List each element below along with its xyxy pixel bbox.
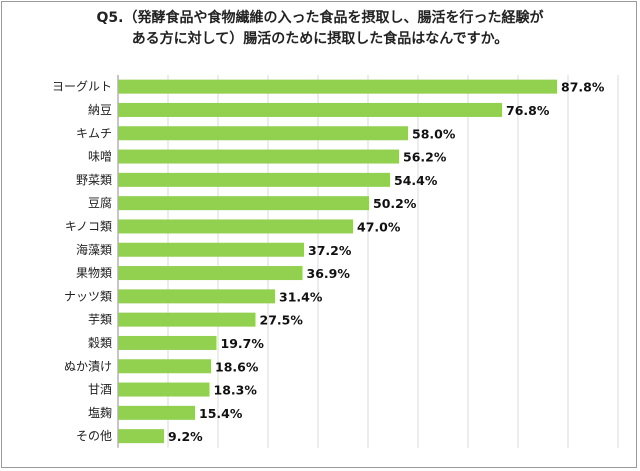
category-label-7: 海藻類 (76, 242, 112, 257)
bar-8 (118, 266, 303, 281)
category-label-2: キムチ (76, 126, 112, 140)
category-label-6: キノコ類 (65, 219, 112, 233)
bar-6 (118, 219, 353, 234)
bar-0 (118, 79, 557, 94)
bar-10 (118, 312, 256, 327)
chart-title-line-1: Q5.（発酵食品や食物繊維の入った食品を摂取し、腸活を行った経験が (96, 10, 544, 26)
category-label-4: 野菜類 (76, 173, 112, 187)
category-label-1: 納豆 (88, 103, 112, 117)
bar-7 (118, 242, 304, 257)
category-label-14: 塩麹 (88, 405, 112, 420)
category-label-12: ぬか漬け (64, 358, 112, 373)
bar-3 (118, 149, 399, 164)
chart-title: Q5.（発酵食品や食物繊維の入った食品を摂取し、腸活を行った経験が ある方に対し… (0, 8, 640, 50)
value-label-4: 54.4% (394, 173, 438, 188)
bar-15 (118, 429, 164, 444)
value-label-1: 76.8% (506, 103, 550, 118)
category-label-8: 果物類 (76, 266, 112, 280)
value-label-12: 18.6% (215, 359, 259, 374)
category-label-0: ヨーグルト (52, 80, 112, 94)
value-label-6: 47.0% (357, 219, 401, 234)
bar-14 (118, 405, 195, 420)
value-label-15: 9.2% (168, 429, 203, 444)
bar-2 (118, 126, 408, 141)
bars (118, 79, 557, 444)
bar-9 (118, 289, 275, 304)
category-labels: ヨーグルト納豆キムチ味噌野菜類豆腐キノコ類海藻類果物類ナッツ類芋類穀類ぬか漬け甘… (52, 80, 112, 443)
bar-5 (118, 196, 369, 211)
chart-title-line-2: ある方に対して）腸活のために摂取した食品はなんですか。 (131, 31, 509, 47)
value-label-3: 56.2% (403, 150, 447, 165)
value-label-13: 18.3% (214, 383, 258, 398)
bar-11 (118, 335, 217, 350)
value-labels: 87.8% 76.8% 58.0% 56.2% 54.4% 50.2% 47.0% 37.2%… (168, 80, 605, 444)
value-label-7: 37.2% (308, 243, 352, 258)
category-label-13: 甘酒 (88, 383, 112, 397)
value-label-5: 50.2% (373, 196, 417, 211)
value-label-14: 15.4% (199, 406, 243, 421)
value-label-11: 19.7% (221, 336, 265, 351)
value-label-2: 58.0% (412, 126, 456, 141)
category-label-9: ナッツ類 (64, 289, 112, 303)
bar-4 (118, 172, 390, 187)
category-label-15: その他 (76, 429, 112, 443)
value-label-9: 31.4% (279, 289, 323, 304)
bar-1 (118, 102, 502, 117)
category-label-3: 味噌 (88, 150, 112, 164)
value-label-8: 36.9% (307, 266, 351, 281)
value-label-10: 27.5% (260, 313, 304, 328)
bar-13 (118, 382, 210, 397)
category-label-11: 穀類 (88, 336, 112, 350)
category-label-10: 芋類 (88, 313, 112, 327)
category-label-5: 豆腐 (88, 195, 112, 210)
bar-12 (118, 359, 211, 374)
value-label-0: 87.8% (561, 80, 605, 95)
